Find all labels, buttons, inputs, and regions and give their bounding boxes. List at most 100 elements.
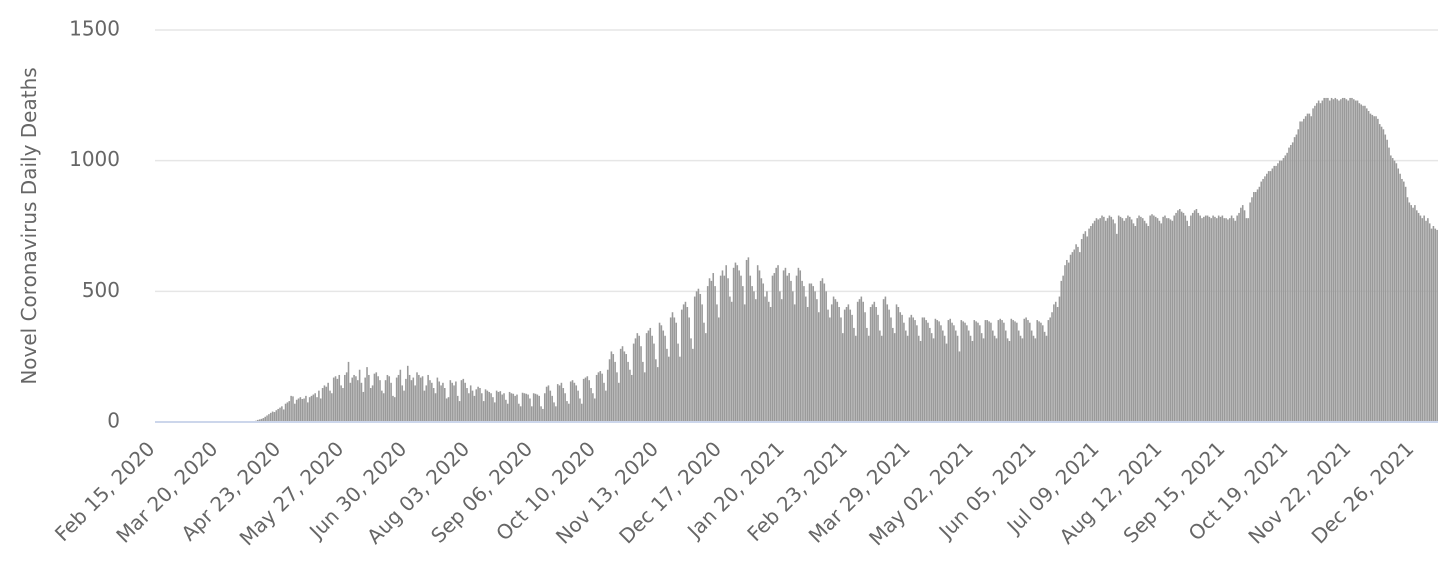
bar	[579, 398, 581, 422]
bar	[701, 304, 703, 422]
bar	[851, 314, 853, 422]
bar	[623, 351, 626, 422]
bar	[534, 393, 537, 422]
bar	[366, 367, 368, 422]
bar	[1232, 218, 1235, 422]
bar	[295, 399, 298, 422]
bar	[1247, 218, 1250, 422]
bar	[814, 291, 816, 422]
bar	[729, 296, 731, 422]
bar	[921, 317, 924, 422]
bar	[819, 280, 822, 422]
bar	[1284, 155, 1287, 422]
bar	[443, 388, 446, 422]
bar	[838, 307, 840, 422]
bar	[640, 346, 642, 422]
bar	[864, 312, 866, 422]
bar	[805, 296, 807, 422]
bar	[488, 391, 491, 422]
bar	[734, 262, 737, 422]
bar	[401, 385, 403, 422]
bar	[1143, 220, 1146, 422]
bar	[1384, 134, 1387, 423]
y-tick-label: 1500	[69, 17, 120, 41]
bar	[993, 335, 996, 422]
bar	[582, 378, 585, 422]
bar	[1253, 192, 1255, 422]
bar	[1386, 139, 1388, 422]
bar	[964, 322, 966, 422]
bar	[949, 318, 951, 422]
bar	[473, 395, 476, 422]
bar	[427, 374, 429, 422]
bar	[914, 320, 916, 422]
bar	[762, 283, 765, 422]
bar	[566, 401, 568, 422]
bar	[1236, 215, 1238, 422]
bar	[1323, 97, 1325, 423]
bar	[519, 406, 522, 422]
bar	[477, 386, 479, 422]
bar	[1054, 301, 1057, 422]
bar	[568, 403, 570, 422]
bar	[1401, 178, 1403, 422]
bar	[1082, 233, 1085, 422]
bar	[1088, 228, 1090, 422]
bar	[1188, 226, 1190, 422]
bar	[1336, 99, 1338, 423]
bar	[636, 333, 639, 422]
bar	[817, 312, 820, 422]
bar	[1073, 249, 1076, 422]
bar	[1060, 280, 1063, 422]
bar	[423, 390, 426, 422]
bar	[532, 393, 535, 422]
bar	[1138, 215, 1140, 422]
bar	[334, 376, 337, 422]
bar	[1299, 121, 1301, 422]
bar	[1421, 218, 1424, 422]
bar	[934, 318, 937, 422]
bar	[1123, 220, 1126, 422]
bar	[281, 406, 283, 422]
bar	[545, 386, 548, 422]
bar	[479, 388, 481, 422]
bar	[1260, 181, 1263, 422]
bar	[1173, 215, 1176, 422]
bar	[493, 402, 496, 422]
bar	[1067, 262, 1070, 422]
bar	[1340, 99, 1342, 423]
bar	[1425, 220, 1427, 422]
bar	[680, 309, 683, 422]
bar	[1369, 113, 1372, 423]
bar	[273, 412, 276, 422]
bar	[1164, 215, 1166, 422]
bar	[740, 275, 742, 422]
bar	[736, 265, 739, 422]
bar	[706, 286, 709, 422]
bar	[1184, 215, 1187, 422]
bar	[1136, 218, 1138, 422]
bar	[940, 325, 942, 422]
bar	[521, 392, 524, 422]
bar	[1377, 118, 1379, 422]
bar	[571, 380, 574, 422]
bar	[1171, 220, 1174, 422]
bar	[1032, 335, 1035, 422]
bar	[353, 374, 355, 422]
bar	[867, 335, 870, 422]
bar	[769, 307, 772, 422]
bar	[660, 325, 663, 422]
bar	[325, 386, 328, 422]
bar	[449, 380, 452, 422]
bar	[1079, 252, 1081, 422]
bar	[462, 378, 465, 422]
bar	[514, 395, 516, 422]
bar	[1419, 215, 1422, 422]
bar	[560, 382, 563, 422]
bar	[306, 402, 309, 422]
bar	[788, 273, 790, 422]
bar	[1199, 215, 1201, 422]
bar	[1010, 318, 1013, 422]
bar	[932, 338, 935, 422]
bar	[384, 380, 387, 422]
